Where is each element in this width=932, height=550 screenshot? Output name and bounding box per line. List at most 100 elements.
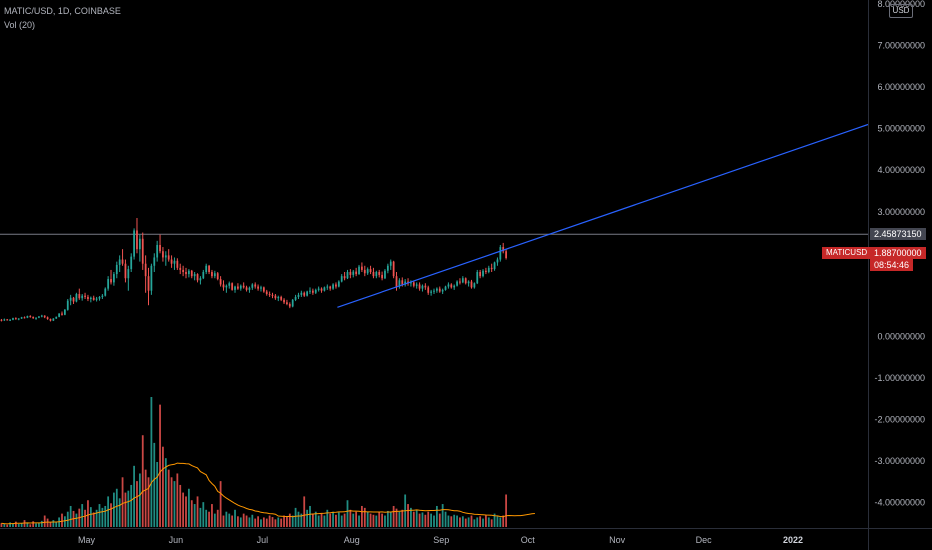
candle-body [216, 273, 219, 280]
volume-bar [3, 523, 6, 527]
candle-body [329, 286, 332, 289]
candle-body [444, 286, 447, 290]
candle-body [225, 285, 228, 288]
candle-body [78, 294, 81, 299]
candle-body [343, 276, 346, 279]
candle-body [95, 298, 98, 300]
volume-bar [23, 520, 26, 527]
candle-body [156, 244, 159, 258]
candle-body [430, 291, 433, 293]
volume-bar [487, 517, 490, 527]
volume-bar [0, 523, 3, 527]
candle-body [213, 273, 216, 277]
volume-bar [173, 481, 176, 527]
candle-body [35, 317, 37, 319]
volume-bar [216, 509, 219, 527]
volume-bar [438, 513, 441, 527]
volume-bar [343, 513, 346, 527]
volume-bar [32, 521, 35, 527]
candle-body [159, 244, 161, 252]
candle-body [320, 288, 323, 291]
volume-bar [130, 484, 133, 527]
candle-body [470, 281, 473, 288]
volume-bar [407, 504, 409, 527]
volume-bar [323, 515, 326, 527]
candle-body [196, 274, 199, 281]
candle-body [234, 286, 236, 290]
volume-bar [427, 511, 430, 527]
volume-bar [355, 511, 358, 527]
price-tick-label: 7.00000000 [877, 41, 925, 51]
price-tick-label: -4.00000000 [874, 498, 925, 508]
candle-body [496, 259, 499, 263]
volume-bar [505, 494, 507, 527]
candle-body [340, 276, 343, 282]
candle-body [352, 271, 355, 275]
candle-body [118, 259, 121, 265]
candle-body [144, 263, 147, 277]
volume-bar [133, 465, 135, 527]
volume-bar [237, 516, 239, 527]
volume-bar [118, 498, 121, 527]
volume-bar [127, 490, 130, 527]
volume-bar [46, 518, 49, 527]
volume-bar [366, 511, 369, 527]
volume-bar [352, 513, 355, 527]
candle-body [43, 315, 46, 318]
symbol-legend: MATIC/USD, 1D, COINBASE [4, 6, 121, 16]
candle-body [32, 316, 35, 319]
volume-bar [144, 469, 147, 527]
candle-body [12, 318, 14, 320]
candle-body [479, 272, 482, 277]
volume-bar [245, 515, 248, 527]
candle-body [254, 284, 257, 287]
candle-body [127, 269, 130, 279]
candle-body [456, 281, 458, 286]
candle-body [366, 269, 369, 274]
candle-body [450, 284, 453, 288]
candle-body [332, 284, 334, 289]
trend-line [337, 123, 869, 308]
volume-bar [20, 523, 23, 527]
candle-body [72, 297, 75, 302]
candle-body [424, 285, 427, 288]
time-tick-label: Dec [696, 535, 713, 545]
volume-bar [17, 523, 20, 527]
volume-bar [242, 513, 245, 527]
volume-legend: Vol (20) [4, 20, 36, 30]
volume-bar [467, 517, 470, 527]
volume-bar [63, 516, 66, 527]
volume-bar [260, 519, 262, 527]
volume-bar [35, 523, 37, 527]
candle-body [323, 287, 326, 291]
candle-body [113, 274, 115, 283]
candle-body [378, 272, 381, 275]
candle-body [138, 238, 141, 250]
volume-bar [213, 513, 216, 527]
volume-bar [311, 513, 314, 527]
candle-body [219, 279, 222, 285]
candle-body [372, 272, 375, 277]
volume-bar [26, 522, 29, 527]
volume-bar [136, 481, 138, 527]
volume-bar [297, 511, 300, 527]
volume-bar [435, 505, 438, 527]
candle-body [369, 269, 372, 273]
candle-body [300, 292, 303, 295]
candle-body [58, 313, 61, 317]
volume-bar [38, 522, 40, 527]
candle-body [490, 267, 493, 270]
volume-bar [378, 512, 381, 527]
volume-bar [401, 509, 404, 527]
volume-bar [473, 519, 476, 527]
candle-body [265, 291, 268, 295]
volume-bar [326, 509, 329, 527]
candle-body [361, 266, 363, 270]
currency-button[interactable]: USD [889, 4, 913, 18]
volume-bar [459, 517, 461, 527]
candle-body [389, 261, 392, 266]
volume-bar [9, 522, 11, 527]
candle-body [398, 280, 401, 287]
candle-body [415, 284, 418, 286]
